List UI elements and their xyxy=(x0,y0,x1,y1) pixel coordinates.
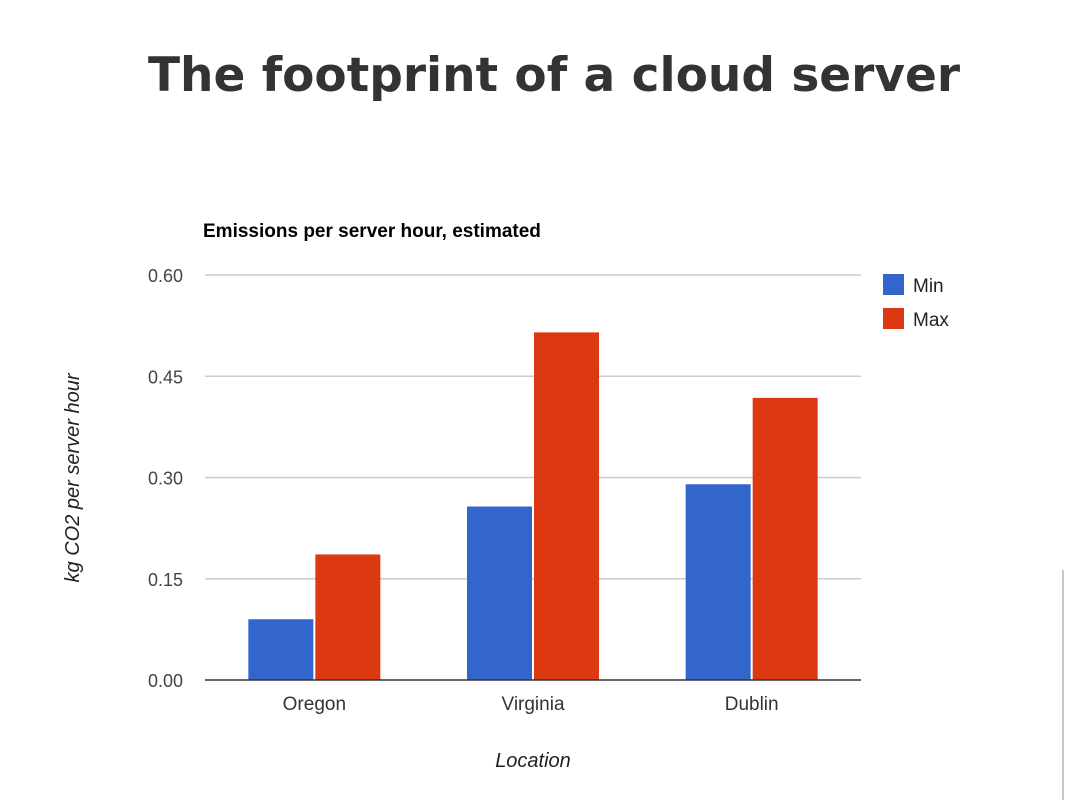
x-tick-label: Oregon xyxy=(283,694,346,715)
chart-title: Emissions per server hour, estimated xyxy=(203,221,541,242)
bar-max-dublin xyxy=(752,397,818,680)
legend-swatch-max xyxy=(883,308,904,329)
x-tick-label: Dublin xyxy=(725,694,779,715)
legend-swatch-min xyxy=(883,274,904,295)
y-axis-label: kg CO2 per server hour xyxy=(62,372,84,582)
legend: Min Max xyxy=(883,274,949,331)
y-tick-label: 0.00 xyxy=(148,671,183,691)
bar-max-oregon xyxy=(315,554,381,680)
legend-label: Max xyxy=(913,310,949,331)
y-tick-label: 0.60 xyxy=(148,266,183,286)
bar-max-virginia xyxy=(534,332,599,680)
legend-label: Min xyxy=(913,276,944,297)
x-axis-ticks: Oregon Virginia Dublin xyxy=(283,694,779,715)
bars xyxy=(248,332,818,680)
x-tick-label: Virginia xyxy=(501,694,564,715)
bar-min-dublin xyxy=(685,484,751,680)
y-axis-ticks: 0.00 0.15 0.30 0.45 0.60 xyxy=(148,266,183,691)
slide-title: The footprint of a cloud server xyxy=(147,48,961,103)
y-tick-label: 0.30 xyxy=(148,469,183,489)
x-axis-label: Location xyxy=(495,750,571,772)
slide-edge-divider xyxy=(1062,570,1064,800)
bar-min-virginia xyxy=(467,506,532,680)
bar-min-oregon xyxy=(248,619,314,680)
y-tick-label: 0.45 xyxy=(148,367,183,387)
gridlines xyxy=(205,274,861,580)
y-tick-label: 0.15 xyxy=(148,570,183,590)
